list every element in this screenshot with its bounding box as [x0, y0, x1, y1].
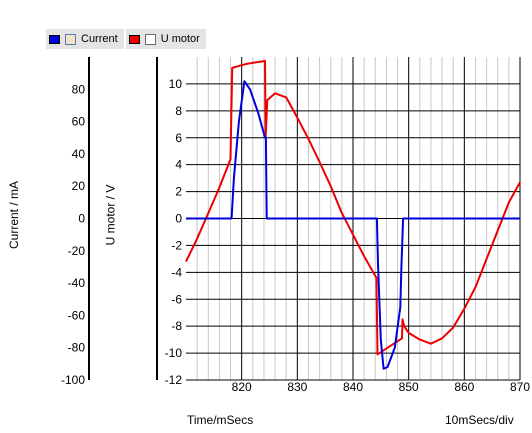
current-tick-label: -40 [68, 276, 86, 290]
current-color-swatch [49, 34, 60, 44]
u-motor-toggle-checkbox[interactable] [144, 33, 156, 45]
u-motor-tick-label: -2 [171, 238, 182, 252]
u-motor-series-line [185, 60, 521, 356]
x-tick-label: 850 [399, 380, 419, 394]
legend-item-current[interactable]: Current [46, 29, 124, 49]
current-tick-label: -20 [68, 244, 86, 258]
current-tick-label: -60 [68, 308, 86, 322]
current-tick-label: 40 [72, 147, 86, 161]
current-tick-label: -100 [61, 373, 85, 387]
u-motor-tick-label: 10 [169, 77, 183, 91]
u-motor-tick-label: 6 [175, 131, 182, 145]
u-motor-tick-label: 0 [175, 212, 182, 226]
legend-label-current: Current [81, 33, 118, 45]
u-motor-tick-label: -12 [165, 373, 183, 387]
current-tick-label: 60 [72, 115, 86, 129]
u-motor-tick-label: -10 [165, 346, 183, 360]
x-tick-label: 830 [287, 380, 307, 394]
y-axis-title-u-motor: U motor / V [103, 184, 118, 246]
u-motor-tick-label: 2 [175, 185, 182, 199]
current-tick-label: 20 [72, 179, 86, 193]
legend-label-u-motor: U motor [160, 33, 200, 45]
current-tick-label: -80 [68, 341, 86, 355]
x-tick-label: 840 [343, 380, 363, 394]
u-motor-tick-label: -4 [171, 265, 182, 279]
current-tick-label: 0 [78, 212, 85, 226]
x-tick-label: 820 [232, 380, 252, 394]
u-motor-tick-label: -8 [171, 319, 182, 333]
y-axis-title-current: Current / mA [7, 180, 22, 250]
x-tick-label: 860 [454, 380, 474, 394]
u-motor-tick-label: -6 [171, 292, 182, 306]
chart-legend: Current U motor [46, 29, 206, 49]
x-axis-title: Time/mSecs [187, 413, 254, 427]
current-tick-label: 80 [72, 82, 86, 96]
u-motor-tick-label: 4 [175, 158, 182, 172]
legend-item-u-motor[interactable]: U motor [125, 29, 206, 49]
current-toggle-checkbox[interactable] [65, 33, 76, 45]
u-motor-color-swatch [128, 34, 140, 44]
time-per-division-label: 10mSecs/div [445, 413, 514, 427]
current-series-line [186, 80, 520, 370]
x-tick-label: 870 [510, 380, 530, 394]
u-motor-tick-label: 8 [175, 104, 182, 118]
